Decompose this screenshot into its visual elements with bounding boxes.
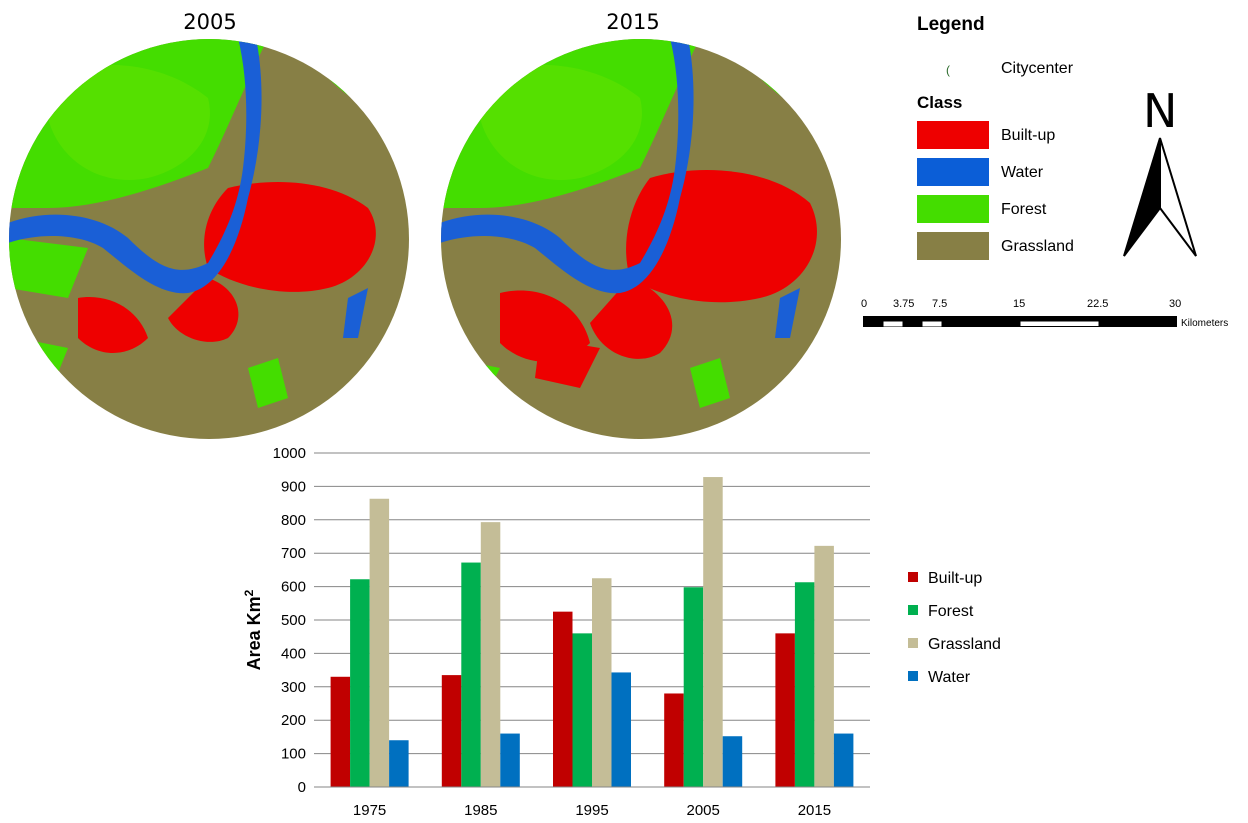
bar-water-1985: [500, 733, 520, 787]
y-axis-label: Area Km2: [242, 589, 264, 670]
bar-water-2015: [833, 733, 854, 787]
scale-tick-0: 0: [861, 298, 868, 310]
x-ticks: 1975 1985 1995 2005 2015: [353, 802, 831, 819]
bar-forest-1975: [350, 579, 370, 787]
land-cover-map-2015: [441, 39, 841, 439]
bar-built-up-1975: [330, 676, 351, 787]
citycenter-icon: (: [946, 63, 950, 77]
scale-tick-30: 30: [1169, 298, 1182, 310]
class-heading: Class: [917, 93, 963, 112]
legend-entry: Grassland: [928, 636, 1001, 653]
bar-built-up-2015: [775, 633, 795, 787]
forest-swatch: [917, 195, 989, 223]
scale-bar: [863, 316, 1177, 327]
bar-grassland-1995: [592, 578, 612, 787]
bars: [330, 477, 854, 787]
y-tick-label: 200: [281, 712, 306, 729]
y-tick-label: 300: [281, 679, 306, 696]
bar-forest-1985: [461, 562, 481, 787]
scale-tick-3-75: 3.75: [893, 298, 915, 310]
land-cover-map-2005: [9, 39, 409, 439]
bar-forest-2005: [683, 587, 704, 787]
legend-entry: Forest: [928, 603, 974, 620]
y-tick-label: 700: [281, 545, 306, 562]
y-tick-label: 500: [281, 612, 306, 629]
x-tick-label: 2005: [687, 802, 720, 819]
y-ticks: 0 100 200 300 400 500 600 700 800 900 1000: [273, 445, 306, 796]
scale-unit: Kilometers: [1181, 318, 1229, 329]
x-tick-label: 1995: [575, 802, 608, 819]
x-tick-label: 2015: [798, 802, 831, 819]
y-tick-label: 1000: [273, 445, 306, 462]
builtup-swatch: [917, 121, 989, 149]
north-arrow-icon: [1123, 137, 1197, 257]
legend-marker: [908, 671, 918, 681]
y-tick-label: 600: [281, 579, 306, 596]
bar-grassland-1985: [480, 522, 501, 787]
land-area-bar-chart: 0 100 200 300 400 500 600 700 800 900 1000 1975 198…: [242, 445, 1001, 819]
grassland-swatch: [917, 232, 989, 260]
scale-tick-15: 15: [1013, 298, 1026, 310]
bar-built-up-2005: [664, 693, 684, 787]
bar-grassland-2005: [703, 477, 723, 787]
water-label: Water: [1001, 164, 1044, 181]
y-tick-label: 100: [281, 746, 306, 763]
y-tick-label: 900: [281, 478, 306, 495]
map-title-2015: 2015: [606, 10, 660, 34]
bar-grassland-2015: [814, 545, 834, 787]
bar-water-1975: [389, 740, 409, 787]
water-swatch: [917, 158, 989, 186]
x-tick-label: 1975: [353, 802, 386, 819]
legend-marker: [908, 572, 918, 582]
north-label: N: [1143, 84, 1178, 138]
forest-label: Forest: [1001, 201, 1047, 218]
legend-entry: Built-up: [928, 570, 982, 587]
legend-marker: [908, 638, 918, 648]
bar-built-up-1985: [441, 675, 462, 787]
bar-forest-1995: [572, 633, 592, 787]
y-tick-label: 400: [281, 645, 306, 662]
bar-water-2005: [722, 736, 743, 787]
chart-legend: Built-up Forest Grassland Water: [908, 570, 1001, 686]
x-tick-label: 1985: [464, 802, 497, 819]
scale-tick-7-5: 7.5: [932, 298, 948, 310]
bar-built-up-1995: [553, 611, 573, 787]
bar-grassland-1975: [369, 498, 390, 787]
builtup-label: Built-up: [1001, 127, 1056, 144]
scale-tick-22-5: 22.5: [1087, 298, 1109, 310]
map-title-2005: 2005: [183, 10, 237, 34]
y-tick-label: 0: [298, 779, 306, 796]
y-tick-label: 800: [281, 512, 306, 529]
grassland-label: Grassland: [1001, 238, 1074, 255]
bar-water-1995: [611, 672, 631, 787]
legend-marker: [908, 605, 918, 615]
legend-heading: Legend: [917, 14, 985, 35]
citycenter-label: Citycenter: [1001, 60, 1074, 77]
legend-entry: Water: [928, 669, 971, 686]
bar-forest-2015: [794, 582, 815, 787]
